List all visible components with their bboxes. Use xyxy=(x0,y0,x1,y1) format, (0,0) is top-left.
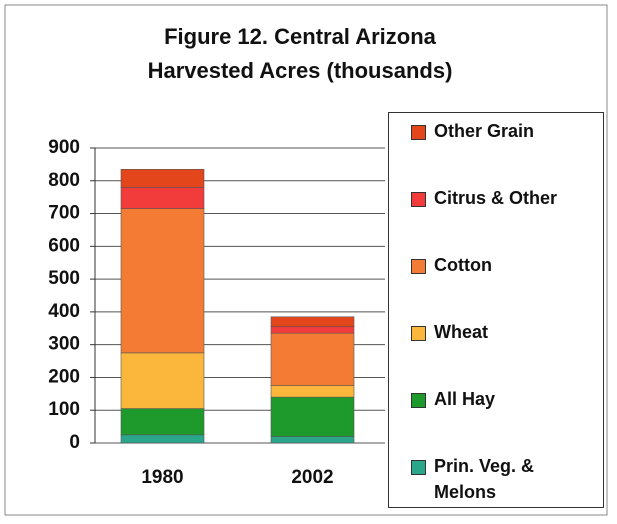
legend-swatch xyxy=(411,192,426,207)
legend-entry: All Hay xyxy=(411,386,596,412)
legend-label: All Hay xyxy=(434,389,496,409)
bar-segment xyxy=(120,187,205,209)
y-tick-label: 800 xyxy=(48,170,80,191)
y-tick-label: 100 xyxy=(48,399,80,420)
bar-segment xyxy=(120,408,205,436)
y-tick-label: 600 xyxy=(48,235,80,256)
legend-entry: Other Grain xyxy=(411,118,596,144)
legend: Prin. Veg. & Melons All Hay Wheat Cotton Cit… xyxy=(388,112,604,508)
x-tick-label: 1980 xyxy=(141,467,183,488)
y-tick-label: 700 xyxy=(48,203,80,224)
y-tick-label: 200 xyxy=(48,366,80,387)
bar-segment xyxy=(270,436,355,444)
legend-swatch xyxy=(411,460,426,475)
x-tick-label: 2002 xyxy=(291,467,333,488)
legend-swatch xyxy=(411,125,426,140)
y-tick-label: 0 xyxy=(69,432,80,453)
bar-segment xyxy=(270,385,355,398)
bar-segment xyxy=(120,434,205,444)
legend-swatch xyxy=(411,393,426,408)
legend-label: Other Grain xyxy=(434,121,535,141)
y-tick-label: 400 xyxy=(48,301,80,322)
y-tick-label: 300 xyxy=(48,334,80,355)
frame xyxy=(4,4,608,516)
legend-label: Cotton xyxy=(434,255,492,275)
legend-entry: Citrus & Other xyxy=(411,185,596,211)
legend-entry: Cotton xyxy=(411,252,596,278)
chart-title: Figure 12. Central Arizona Harvested Acre… xyxy=(148,24,453,83)
legend-entry: Prin. Veg. & Melons xyxy=(411,453,596,505)
bar-segment xyxy=(120,208,205,354)
bar-segment xyxy=(270,326,355,334)
bar-segment xyxy=(270,332,355,386)
bar-segment xyxy=(120,169,205,188)
legend-label: Prin. Veg. & Melons xyxy=(434,456,535,502)
y-tick-label: 900 xyxy=(48,137,80,158)
y-tick-label: 500 xyxy=(48,268,80,289)
bar-segment xyxy=(270,396,355,437)
bar-segment xyxy=(120,352,205,409)
legend-entry: Wheat xyxy=(411,319,596,345)
legend-swatch xyxy=(411,259,426,274)
bar-segment xyxy=(270,316,355,327)
legend-label: Citrus & Other xyxy=(434,188,558,208)
legend-swatch xyxy=(411,326,426,341)
legend-label: Wheat xyxy=(434,322,488,342)
